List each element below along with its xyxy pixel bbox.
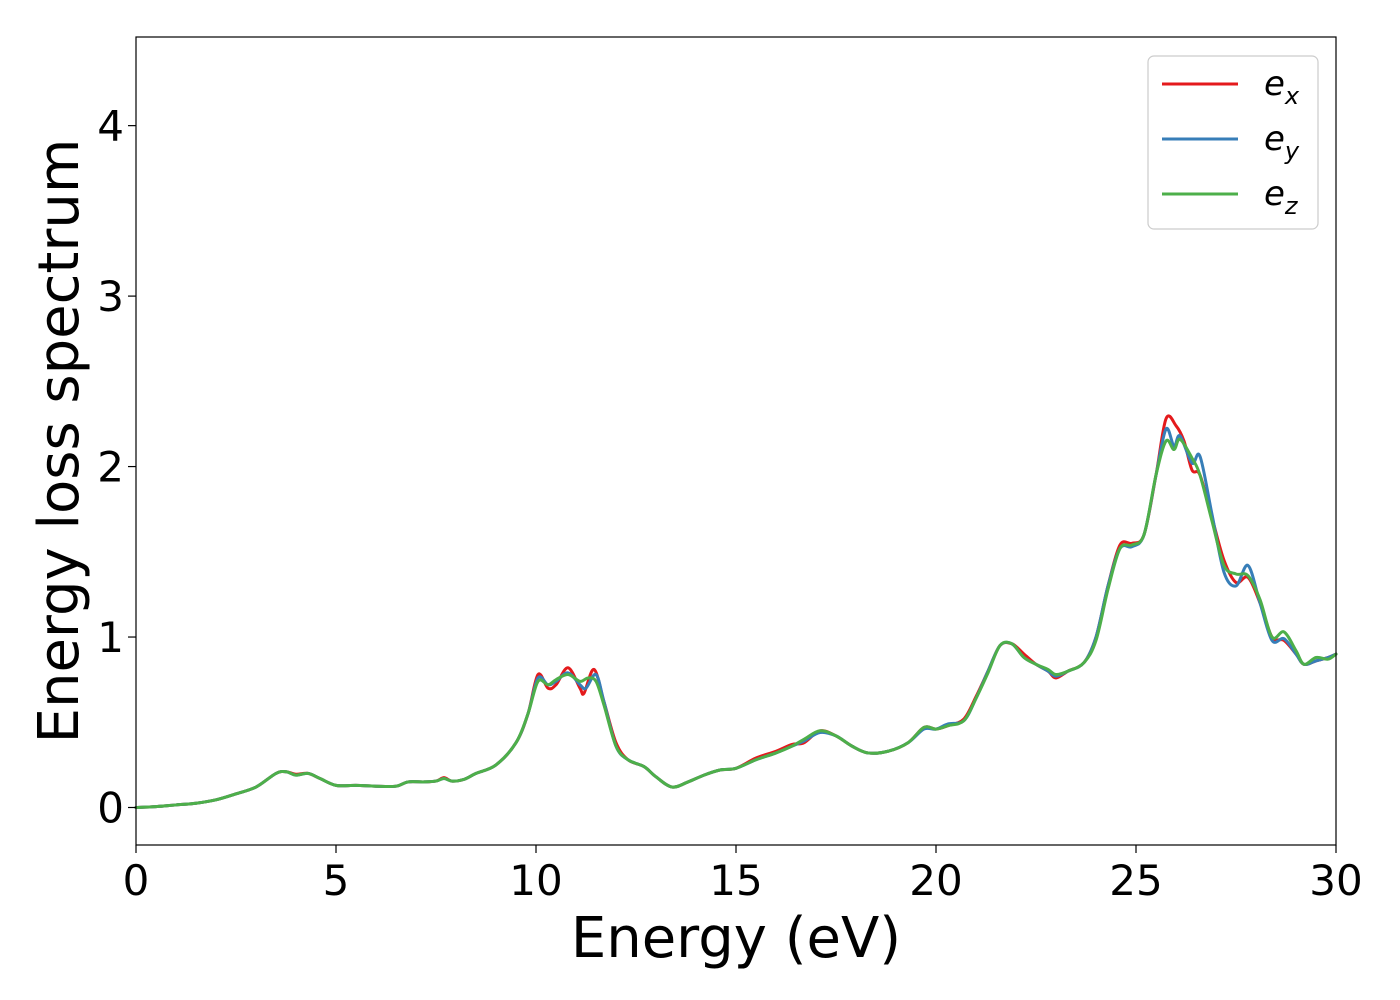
x-tick-label: 25 bbox=[1109, 856, 1162, 905]
series-group bbox=[134, 414, 1338, 809]
x-tick-label: 30 bbox=[1309, 856, 1362, 905]
x-tick-label: 15 bbox=[709, 856, 762, 905]
legend: ex ey ez bbox=[1147, 55, 1319, 230]
y-axis-label: Energy loss spectrum bbox=[27, 139, 92, 744]
legend-label-ex: ex bbox=[1264, 64, 1300, 110]
x-tick-label: 5 bbox=[323, 856, 350, 905]
series-line-ez bbox=[134, 437, 1338, 809]
x-tick-label: 0 bbox=[123, 856, 150, 905]
y-tick-label: 0 bbox=[97, 783, 124, 832]
x-tick-label: 20 bbox=[909, 856, 962, 905]
y-tick-label: 1 bbox=[97, 613, 124, 662]
plot-area bbox=[136, 37, 1336, 845]
y-axis: 0 1 2 3 4 bbox=[97, 102, 136, 832]
x-axis-label: Energy (eV) bbox=[571, 906, 901, 971]
y-tick-label: 2 bbox=[97, 443, 124, 492]
x-tick-label: 10 bbox=[509, 856, 562, 905]
y-tick-label: 3 bbox=[97, 272, 124, 321]
x-axis: 0 5 10 15 20 25 30 bbox=[123, 845, 1363, 905]
y-tick-label: 4 bbox=[97, 102, 124, 151]
legend-label-ey: ey bbox=[1264, 119, 1300, 165]
legend-box bbox=[1147, 55, 1319, 230]
legend-label-ez: ez bbox=[1264, 174, 1299, 220]
